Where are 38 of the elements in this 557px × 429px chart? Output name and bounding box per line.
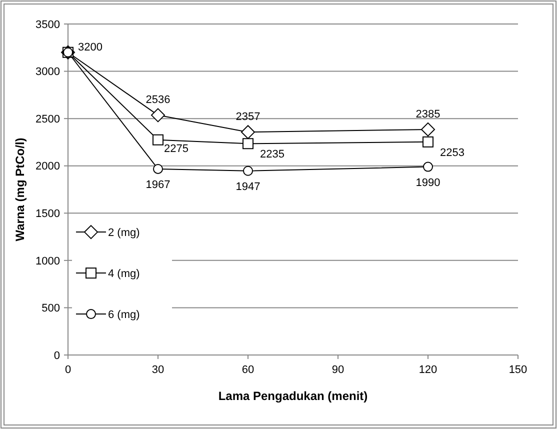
x-tick-label: 150 [508, 364, 528, 376]
point [423, 162, 433, 172]
y-tick-label: 3500 [36, 18, 60, 31]
point [241, 125, 255, 140]
y-tick-label: 2500 [36, 113, 60, 126]
x-tick-label: 120 [418, 364, 438, 376]
legend-label: 6 (mg) [108, 308, 140, 321]
legend-label: 4 (mg) [108, 268, 140, 280]
data-label: 2253 [440, 146, 464, 159]
data-label: 1990 [416, 176, 440, 189]
data-label: 2275 [164, 142, 188, 155]
y-axis-title: Warna (mg PtCo/l) [13, 138, 27, 242]
point [152, 134, 164, 146]
y-tick-label: 3000 [36, 66, 60, 78]
point [153, 164, 163, 174]
point [151, 108, 165, 122]
x-axis-title: Lama Pengadukan (menit) [218, 389, 368, 403]
point [243, 166, 253, 176]
data-label: 2536 [146, 94, 170, 106]
data-label: 2235 [260, 148, 284, 161]
point [422, 136, 434, 148]
x-tick-label: 0 [64, 364, 72, 376]
y-tick-label: 0 [54, 350, 60, 362]
legend-label: 2 (mg) [108, 226, 140, 239]
data-label: 2357 [236, 111, 260, 124]
y-tick-label: 1500 [36, 208, 60, 220]
y-tick-label: 1000 [36, 255, 60, 268]
point [421, 122, 435, 136]
x-tick-label: 60 [242, 364, 254, 376]
data-label: 3200 [78, 41, 102, 54]
data-label: 1947 [236, 180, 260, 193]
data-label: 1967 [146, 178, 170, 191]
x-tick-label: 90 [332, 364, 344, 376]
data-label: 2385 [416, 108, 440, 120]
y-tick-label: 2000 [36, 160, 60, 173]
x-tick-label: 30 [152, 364, 164, 376]
point [242, 138, 254, 150]
y-tick-label: 500 [42, 302, 60, 315]
